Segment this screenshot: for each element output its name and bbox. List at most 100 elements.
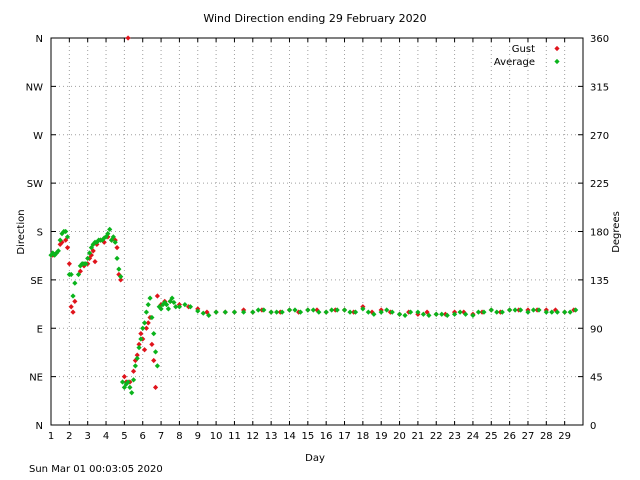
data-point-average (158, 306, 164, 312)
data-point-average (108, 237, 115, 243)
y-right-tick-label: 45 (590, 373, 603, 384)
x-tick-label: 5 (121, 431, 127, 442)
data-point-average (261, 307, 267, 313)
data-point-average (141, 320, 148, 326)
data-point-gust (154, 293, 160, 299)
y-left-tick-label: N (36, 34, 43, 45)
data-point-average (268, 309, 274, 315)
data-point-average (352, 309, 359, 315)
x-tick-label: 25 (485, 431, 498, 442)
legend-marker-average (554, 58, 560, 65)
data-point-average (118, 274, 124, 280)
y-axis-right-title: Degrees (611, 211, 622, 253)
data-point-average (365, 309, 371, 315)
data-point-average (222, 309, 228, 315)
data-point-average (152, 349, 159, 355)
x-tick-label: 11 (228, 431, 241, 442)
footer-timestamp: Sun Mar 01 00:03:05 2020 (29, 464, 163, 475)
data-point-average (457, 309, 463, 315)
data-point-average (112, 239, 118, 245)
data-point-average (426, 312, 432, 318)
x-tick-label: 14 (283, 431, 296, 442)
data-point-average (507, 307, 513, 313)
x-tick-label: 6 (140, 431, 146, 442)
x-tick-label: 2 (66, 431, 72, 442)
data-point-gust (92, 259, 98, 265)
data-point-gust (141, 347, 148, 353)
x-tick-label: 29 (558, 431, 571, 442)
data-point-gust (70, 309, 76, 315)
data-point-average (360, 306, 366, 312)
data-point-average (439, 311, 445, 317)
y-right-tick-label: 360 (590, 34, 609, 45)
data-point-gust (151, 357, 157, 364)
data-point-gust (442, 311, 449, 317)
data-point-average (68, 271, 74, 278)
data-point-average (378, 309, 384, 315)
x-tick-label: 24 (467, 431, 480, 442)
data-point-average (562, 309, 568, 315)
data-point-gust (64, 245, 71, 251)
data-point-average (195, 308, 201, 314)
data-point-average (145, 302, 151, 308)
data-point-average (470, 312, 476, 318)
data-point-average (173, 304, 179, 310)
data-point-average (512, 307, 518, 313)
data-point-average (462, 311, 469, 317)
data-point-average (163, 302, 170, 308)
data-point-average (292, 307, 298, 313)
data-point-average (341, 307, 348, 313)
x-tick-label: 10 (210, 431, 223, 442)
x-tick-label: 16 (320, 431, 333, 442)
grid-lines (51, 38, 583, 425)
data-point-average (549, 309, 555, 315)
y-left-tick-label: NW (26, 82, 43, 93)
data-point-average (525, 309, 531, 315)
y-left-tick-label: W (33, 131, 43, 142)
data-point-average (250, 309, 256, 315)
y-axis-left-title: Direction (16, 209, 27, 254)
data-point-average (329, 307, 335, 313)
data-point-average (499, 309, 505, 315)
data-point-average (130, 377, 137, 383)
data-point-gust (149, 341, 155, 347)
data-point-average (165, 306, 172, 312)
data-point-average (316, 309, 322, 315)
data-point-gust (121, 374, 127, 380)
data-point-average (136, 345, 142, 351)
data-point-average (530, 307, 537, 313)
data-point-average (70, 293, 76, 299)
data-point-average (213, 309, 219, 315)
legend-marker-gust (554, 45, 560, 52)
data-point-gust (134, 352, 140, 358)
data-point-average (63, 228, 69, 235)
y-left-tick-label: NE (29, 373, 43, 384)
y-right-tick-label: 135 (590, 276, 609, 287)
data-point-average (83, 261, 89, 267)
legend-label-average: Average (494, 57, 535, 68)
data-point-average (116, 266, 122, 272)
data-point-average (384, 307, 390, 313)
x-tick-label: 27 (522, 431, 535, 442)
chart-title: Wind Direction ending 29 February 2020 (203, 12, 426, 25)
data-point-average (85, 255, 91, 261)
x-tick-label: 18 (356, 431, 369, 442)
data-point-average (200, 310, 206, 316)
data-point-gust (114, 245, 120, 251)
y-right-tick-label: 0 (590, 421, 596, 432)
data-point-average (77, 263, 83, 269)
data-point-average (481, 309, 487, 315)
data-point-average (241, 309, 247, 315)
y-left-tick-label: E (37, 324, 43, 335)
data-point-average (347, 309, 353, 315)
data-point-average (305, 307, 311, 313)
series-gust (50, 35, 577, 390)
x-tick-label: 23 (448, 431, 461, 442)
data-point-average (475, 309, 482, 315)
x-axis: 1 2 3 4 5 6 7 8 9 10 11 12 13 14 15 16 17 18 19 20 21 22 23 24 2… (48, 38, 571, 442)
data-point-gust (125, 35, 131, 41)
data-point-average (323, 309, 329, 315)
data-point-gust (68, 304, 74, 310)
data-point-gust (145, 320, 151, 326)
data-point-gust (552, 307, 559, 313)
